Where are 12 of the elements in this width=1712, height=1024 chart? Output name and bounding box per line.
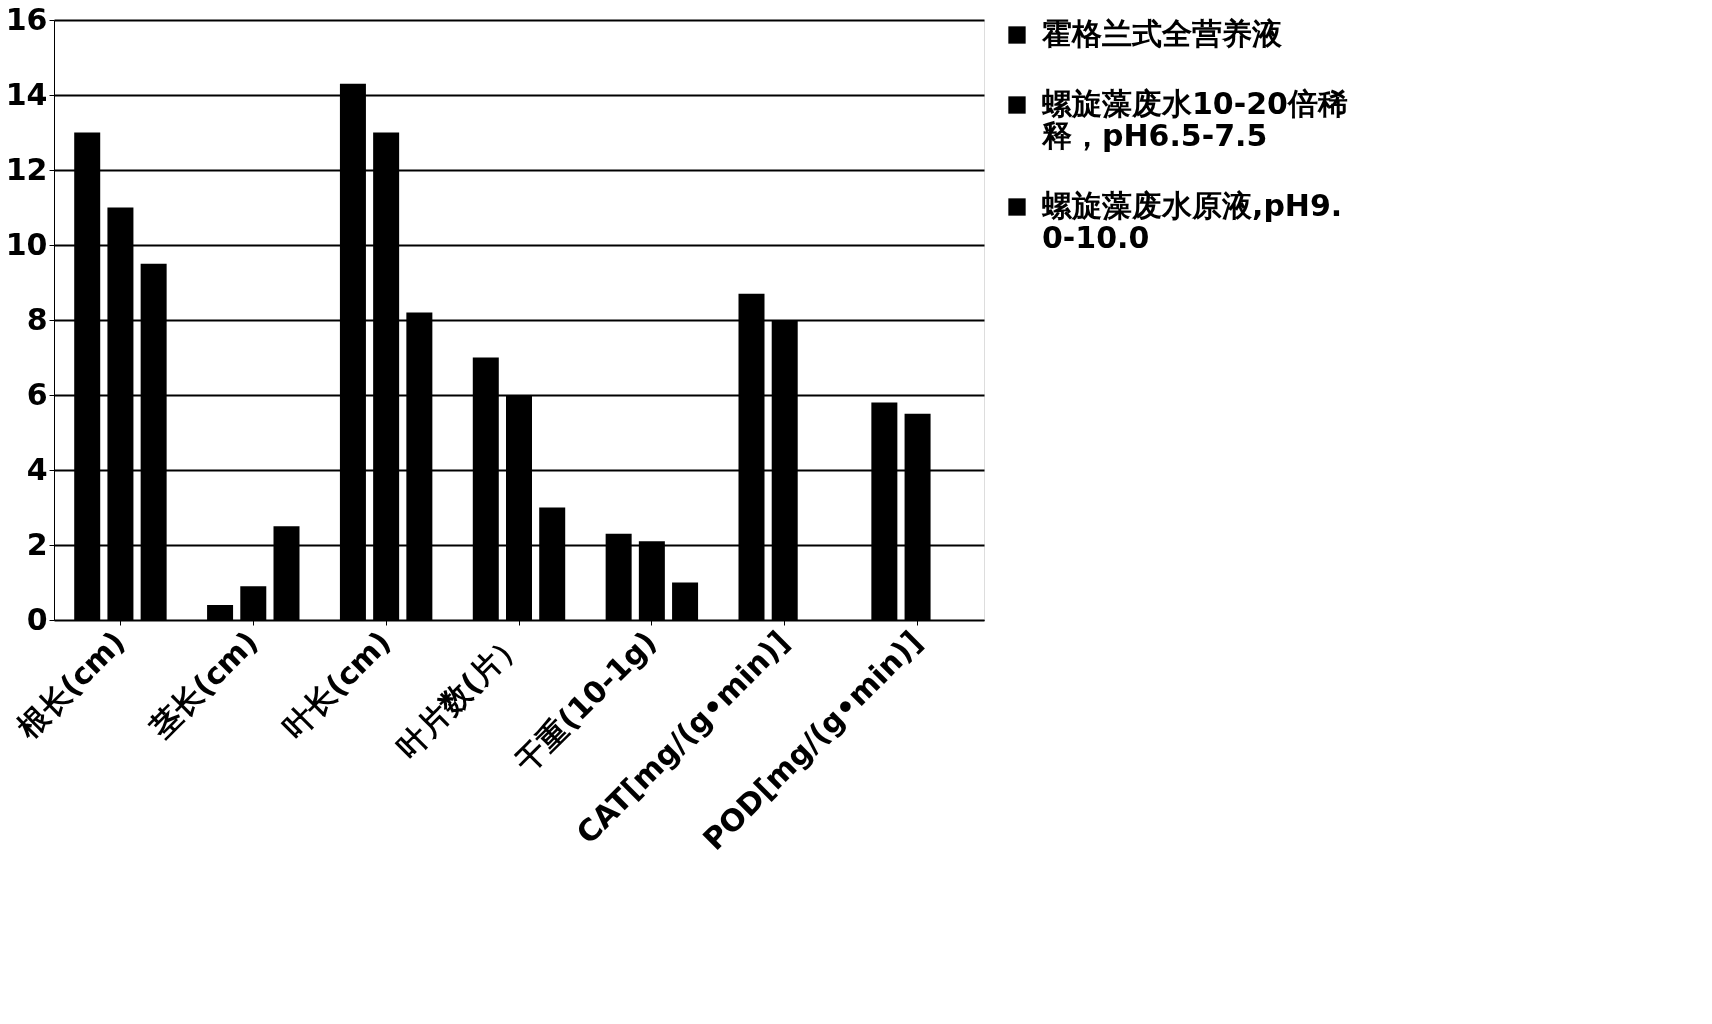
y-tick-label: 2: [26, 526, 48, 562]
y-tick-label: 0: [26, 601, 48, 637]
y-tick-label: 14: [5, 76, 48, 112]
y-tick-label: 6: [26, 376, 48, 412]
y-tick-label: 12: [5, 151, 48, 187]
y-tick-label: 16: [5, 1, 48, 37]
legend-label: 霍格兰式全营养液: [1041, 16, 1282, 51]
y-tick-label: 10: [5, 226, 48, 262]
y-tick-label: 4: [26, 451, 48, 487]
legend-label: 螺旋藻废水10-20倍稀释，pH6.5-7.5: [1041, 86, 1348, 153]
y-tick-label: 8: [26, 301, 48, 337]
legend-label: 螺旋藻废水原液,pH9.0-10.0: [1041, 188, 1343, 255]
